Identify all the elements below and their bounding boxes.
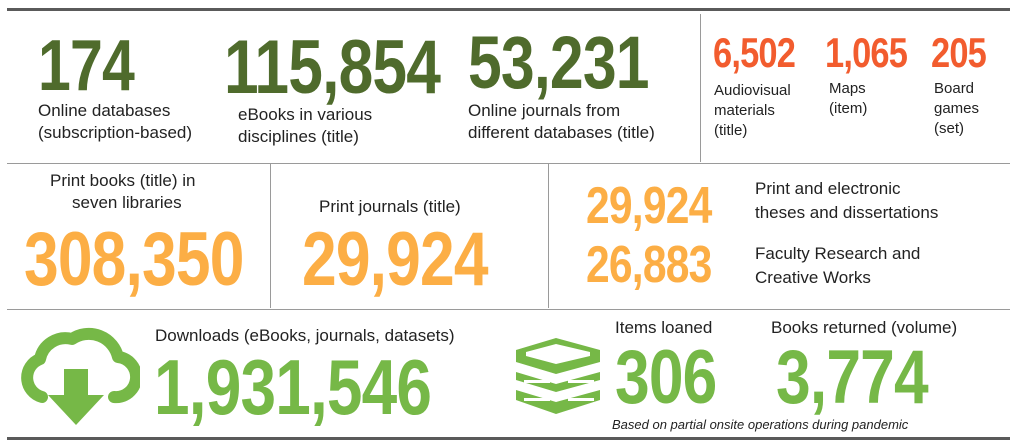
faculty-research-label-2: Creative Works: [755, 268, 871, 287]
ebooks-value: 115,854: [224, 25, 441, 110]
print-journals-label: Print journals (title): [319, 197, 461, 216]
maps-value: 1,065: [825, 29, 908, 76]
items-loaned-value: 306: [615, 335, 717, 420]
downloads-label: Downloads (eBooks, journals, datasets): [155, 326, 455, 345]
maps-label-2: (item): [829, 100, 868, 117]
theses-label-2: theses and dissertations: [755, 203, 939, 222]
top-rule: [7, 8, 1010, 11]
online-databases-value: 174: [38, 26, 135, 106]
board-games-value: 205: [931, 29, 987, 76]
theses-value: 29,924: [586, 177, 712, 235]
online-journals-value: 53,231: [468, 21, 650, 104]
online-journals-label-1: Online journals from: [468, 101, 621, 120]
audiovisual-label-1: Audiovisual: [714, 82, 791, 99]
books-returned-value: 3,774: [776, 335, 929, 420]
downloads-value: 1,931,546: [154, 343, 432, 431]
audiovisual-label-3: (title): [714, 122, 748, 139]
faculty-research-label-1: Faculty Research and: [755, 244, 921, 263]
board-games-label-2: games: [934, 100, 980, 117]
items-loaned-label: Items loaned: [615, 318, 713, 337]
col-divider-row1: [700, 14, 701, 162]
board-games-label-1: Board: [934, 80, 975, 97]
print-books-label-2: seven libraries: [72, 193, 182, 212]
ebooks-label-1: eBooks in various: [238, 105, 373, 124]
col-divider-row2-a: [270, 164, 271, 308]
row-divider-1: [7, 163, 1010, 164]
print-books-value: 308,350: [24, 217, 244, 302]
ebooks-label-2: disciplines (title): [238, 127, 359, 146]
col-divider-row2-b: [548, 164, 549, 308]
maps-label-1: Maps: [829, 80, 866, 97]
online-journals-label-2: different databases (title): [468, 123, 655, 142]
print-journals-value: 29,924: [302, 217, 489, 302]
online-databases-label-2: (subscription-based): [38, 123, 193, 142]
row-divider-2: [7, 309, 1010, 310]
books-returned-label: Books returned (volume): [771, 318, 958, 337]
bottom-rule: [7, 437, 1010, 440]
audiovisual-label-2: materials: [714, 102, 775, 119]
cloud-download-icon: [21, 327, 140, 425]
books-stack-icon: [516, 338, 600, 414]
audiovisual-value: 6,502: [713, 29, 796, 76]
print-books-label-1: Print books (title) in: [50, 171, 196, 190]
footnote: Based on partial onsite operations durin…: [612, 417, 909, 432]
board-games-label-3: (set): [934, 120, 964, 137]
online-databases-label-1: Online databases: [38, 101, 171, 120]
theses-label-1: Print and electronic: [755, 179, 901, 198]
faculty-research-value: 26,883: [586, 236, 712, 294]
